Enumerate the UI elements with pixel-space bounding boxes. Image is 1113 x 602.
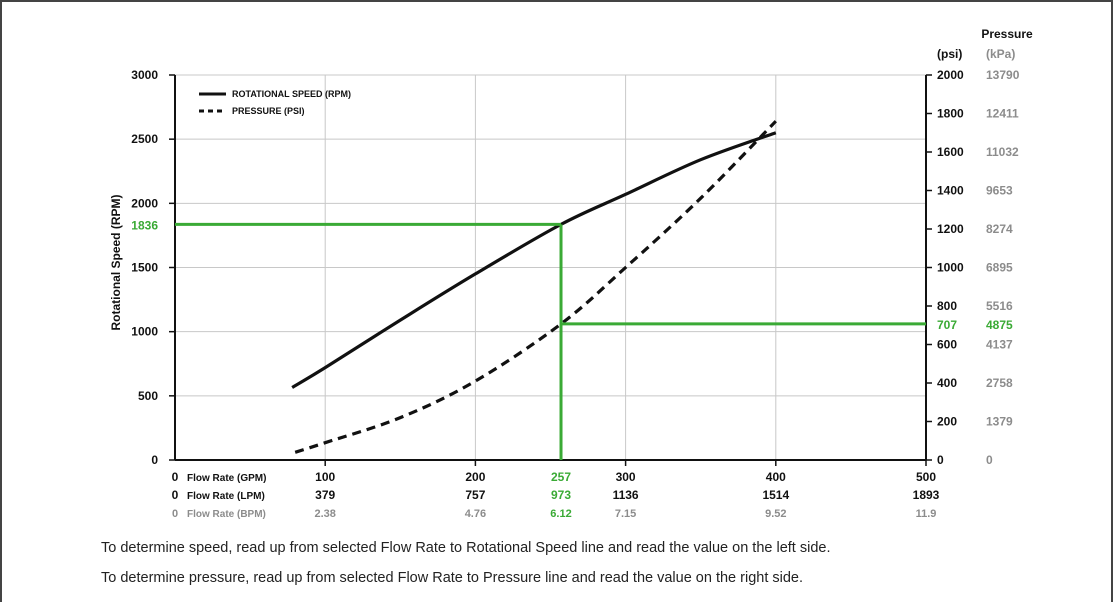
x-tick-label: 300: [616, 470, 636, 484]
x-tick-label: 379: [315, 488, 335, 502]
legend-label: PRESSURE (PSI): [232, 106, 305, 116]
right-psi-tick-label: 200: [937, 415, 957, 429]
right-kpa-tick-label: 0: [986, 453, 993, 467]
left-tick-label: 0: [151, 453, 158, 467]
x-tick-label: 2.38: [314, 508, 335, 520]
x-row-zero: 0: [172, 508, 178, 520]
x-tick-label: 100: [315, 470, 335, 484]
right-psi-tick-label: 1000: [937, 261, 964, 275]
x-tick-label: 200: [465, 470, 485, 484]
x-tick-label: 757: [465, 488, 485, 502]
left-axis-title: Rotational Speed (RPM): [109, 194, 123, 330]
left-tick-label: 2500: [131, 132, 158, 146]
x-tick-label: 1514: [762, 488, 789, 502]
psi-column-header: (psi): [937, 47, 962, 61]
right-kpa-tick-label: 4137: [986, 338, 1013, 352]
x-tick-label: 1136: [613, 488, 639, 502]
right-highlight-psi: 707: [937, 318, 957, 332]
left-tick-label: 1500: [131, 261, 158, 275]
right-kpa-tick-label: 1379: [986, 415, 1013, 429]
x-tick-label: 500: [916, 470, 936, 484]
x-row-label: Flow Rate (GPM): [187, 473, 266, 484]
right-psi-tick-label: 1400: [937, 184, 964, 198]
x-highlight-label: 973: [551, 488, 571, 502]
right-axis-title: Pressure: [981, 27, 1033, 41]
left-tick-label: 2000: [131, 196, 158, 210]
right-psi-tick-label: 1600: [937, 145, 964, 159]
x-highlight-label: 257: [551, 470, 571, 484]
right-psi-tick-label: 1800: [937, 107, 964, 121]
speed-instruction: To determine speed, read up from selecte…: [101, 540, 831, 556]
right-kpa-tick-label: 6895: [986, 261, 1013, 275]
right-psi-tick-label: 600: [937, 338, 957, 352]
left-highlight-label: 1836: [131, 218, 158, 232]
x-highlight-label: 6.12: [550, 508, 571, 520]
right-psi-tick-label: 1200: [937, 222, 964, 236]
right-highlight-kpa: 4875: [986, 318, 1013, 332]
left-tick-label: 500: [138, 389, 158, 403]
right-kpa-tick-label: 9653: [986, 184, 1013, 198]
legend-label: ROTATIONAL SPEED (RPM): [232, 89, 351, 99]
x-row-label: Flow Rate (LPM): [187, 491, 265, 502]
x-tick-label: 7.15: [615, 508, 636, 520]
right-psi-tick-label: 0: [937, 453, 944, 467]
left-tick-label: 1000: [131, 325, 158, 339]
right-kpa-tick-label: 8274: [986, 222, 1013, 236]
x-tick-label: 1893: [913, 488, 940, 502]
x-tick-label: 9.52: [765, 508, 786, 520]
x-row-zero: 0: [172, 488, 179, 502]
left-tick-label: 3000: [131, 68, 158, 82]
x-row-label: Flow Rate (BPM): [187, 509, 266, 520]
right-kpa-tick-label: 5516: [986, 299, 1013, 313]
right-kpa-tick-label: 2758: [986, 376, 1013, 390]
right-psi-tick-label: 400: [937, 376, 957, 390]
x-row-zero: 0: [172, 470, 179, 484]
x-tick-label: 400: [766, 470, 786, 484]
x-tick-label: 4.76: [465, 508, 486, 520]
kpa-column-header: (kPa): [986, 47, 1015, 61]
right-psi-tick-label: 800: [937, 299, 957, 313]
right-kpa-tick-label: 11032: [986, 145, 1019, 159]
right-kpa-tick-label: 13790: [986, 68, 1020, 82]
right-psi-tick-label: 2000: [937, 68, 964, 82]
right-kpa-tick-label: 12411: [986, 107, 1019, 121]
rotational-speed-curve: [291, 131, 777, 389]
x-tick-label: 11.9: [916, 508, 937, 520]
pressure-instruction: To determine pressure, read up from sele…: [101, 570, 804, 586]
pressure-curve: [294, 120, 777, 454]
